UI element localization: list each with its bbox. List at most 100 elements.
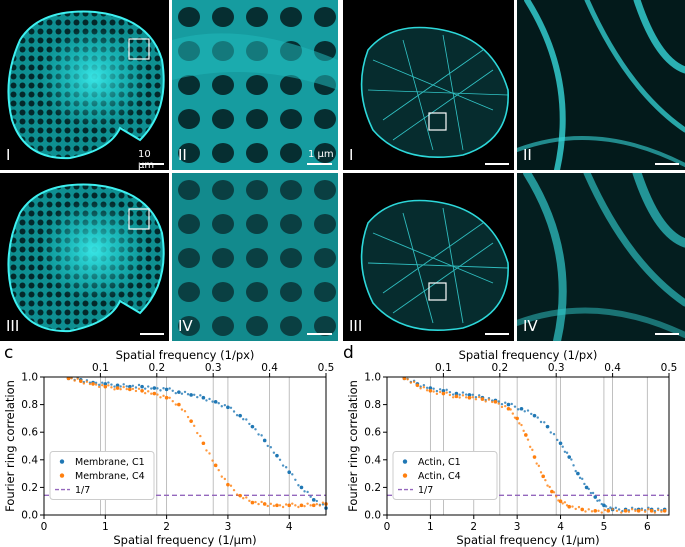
data-point [409,381,413,384]
data-point [250,500,255,505]
data-point [257,502,260,506]
zoom-box [428,112,447,131]
data-point [223,477,227,481]
y-axis-label: Fourier ring correlation [3,380,17,512]
data-point [257,433,260,436]
data-point [211,459,214,462]
data-point [213,463,218,468]
data-point [131,384,135,388]
data-point [78,379,83,383]
data-point [238,413,242,418]
x2-tick-label: 0.2 [491,362,508,374]
data-point [113,388,116,391]
data-point [536,416,539,419]
data-point [70,377,73,380]
data-point [574,507,577,511]
data-point [284,503,288,506]
data-point [281,464,285,467]
data-point [147,390,150,393]
data-point [539,471,543,474]
data-point [245,418,248,421]
scalebar [655,333,679,335]
data-point [515,416,519,421]
data-point [321,503,325,506]
y-tick-label: 0.2 [21,482,38,494]
x-tick-label: 1 [427,521,434,533]
data-point [461,394,465,397]
data-point [480,397,485,401]
data-point [432,387,435,390]
x2-tick-label: 0.4 [261,362,278,374]
micrograph-a-IV: IV [172,173,338,341]
data-point [238,493,242,498]
data-point [303,490,306,493]
y-tick-label: 0.4 [21,454,38,466]
data-point [458,396,461,399]
data-point [458,393,461,396]
data-point [269,502,273,506]
data-point [520,423,523,427]
data-point [487,398,491,401]
data-point [122,383,125,386]
x-tick-label: 6 [644,521,651,533]
scalebar [140,333,164,335]
data-point [660,510,663,513]
data-point [623,509,628,513]
legend-label: 1/7 [75,485,90,496]
data-point [266,504,269,508]
data-point [183,390,187,394]
data-point [435,392,439,396]
data-point [128,387,132,392]
x2-tick-label: 0.3 [205,362,222,374]
data-point [119,385,122,388]
plot-frame [386,376,670,516]
data-point [217,402,220,405]
data-point [526,438,530,441]
data-point [199,434,202,438]
data-point [101,381,104,384]
data-point [636,509,641,513]
data-point [545,424,550,429]
panel-label-III: III [6,317,20,335]
data-point [159,389,162,392]
scalebar-label: 10 μm [138,149,155,170]
data-point [425,389,429,392]
data-point [315,499,319,503]
data-point [435,389,439,393]
x2-tick-label: 0.1 [92,362,109,374]
panel-letter-d: d [343,343,354,363]
data-point [205,449,208,452]
data-point [260,500,263,504]
data-point [226,482,230,487]
data-point [284,466,288,469]
data-point [309,504,312,507]
scalebar [485,333,509,335]
data-point [500,405,504,409]
y-tick-label: 1.0 [21,372,38,384]
actin-zoom-image [517,0,685,170]
data-point [183,410,187,413]
data-point [454,394,459,399]
data-point [150,392,153,395]
data-point [539,420,543,424]
data-point [171,389,174,392]
data-point [522,429,525,433]
x-tick-label: 2 [470,521,477,533]
x2-tick-label: 0.5 [661,362,678,374]
data-point [150,387,153,390]
data-point [577,505,581,509]
data-point [248,422,251,426]
data-point [593,495,598,499]
data-point [634,509,637,513]
data-point [656,508,660,512]
x-tick-label: 2 [163,521,170,533]
data-point [180,392,184,395]
micrograph-a-II: 1 μm II [172,0,338,170]
panel-label-IV: IV [523,317,538,335]
data-point [615,509,619,513]
data-point [643,510,647,513]
data-point [617,508,621,511]
data-point [147,385,150,388]
x2-tick-label: 0.3 [548,362,565,374]
data-point [309,495,312,498]
